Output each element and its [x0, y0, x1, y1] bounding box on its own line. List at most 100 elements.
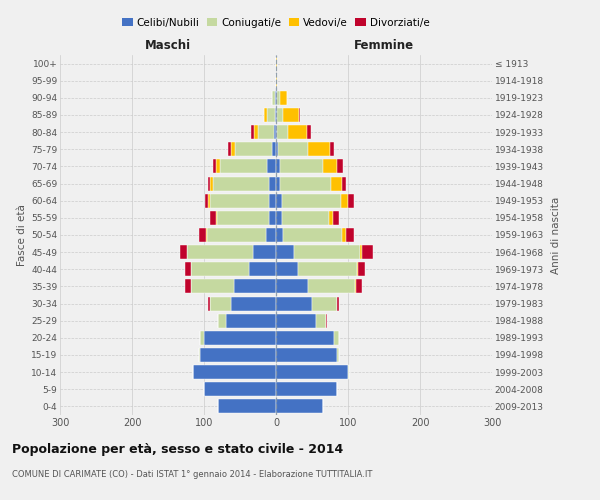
- Y-axis label: Fasce di età: Fasce di età: [17, 204, 27, 266]
- Bar: [251, 125, 254, 139]
- Bar: [278, 142, 308, 156]
- Bar: [276, 108, 277, 122]
- Bar: [299, 108, 301, 122]
- Bar: [341, 194, 348, 207]
- Bar: [331, 176, 342, 190]
- Bar: [266, 160, 276, 173]
- Bar: [216, 160, 220, 173]
- Bar: [234, 280, 276, 293]
- Bar: [342, 176, 346, 190]
- Bar: [220, 160, 266, 173]
- Bar: [276, 91, 277, 105]
- Bar: [356, 262, 358, 276]
- Bar: [276, 382, 337, 396]
- Bar: [312, 296, 337, 310]
- Text: Popolazione per età, sesso e stato civile - 2014: Popolazione per età, sesso e stato civil…: [12, 442, 343, 456]
- Bar: [254, 125, 258, 139]
- Bar: [276, 348, 337, 362]
- Bar: [316, 314, 326, 328]
- Bar: [275, 91, 276, 105]
- Bar: [268, 108, 275, 122]
- Bar: [358, 262, 365, 276]
- Bar: [276, 194, 282, 207]
- Bar: [276, 160, 280, 173]
- Y-axis label: Anni di nascita: Anni di nascita: [551, 196, 561, 274]
- Bar: [179, 245, 187, 259]
- Bar: [362, 245, 373, 259]
- Bar: [276, 228, 283, 242]
- Bar: [280, 160, 323, 173]
- Bar: [276, 314, 316, 328]
- Bar: [205, 194, 208, 207]
- Bar: [191, 280, 234, 293]
- Bar: [276, 262, 298, 276]
- Bar: [276, 125, 277, 139]
- Bar: [337, 348, 340, 362]
- Bar: [204, 382, 276, 396]
- Bar: [206, 228, 207, 242]
- Bar: [277, 91, 280, 105]
- Bar: [308, 142, 330, 156]
- Bar: [308, 280, 355, 293]
- Bar: [276, 142, 278, 156]
- Bar: [228, 142, 232, 156]
- Bar: [294, 245, 360, 259]
- Bar: [191, 262, 248, 276]
- Bar: [274, 125, 276, 139]
- Bar: [355, 280, 356, 293]
- Bar: [269, 176, 276, 190]
- Bar: [275, 108, 276, 122]
- Bar: [276, 280, 308, 293]
- Bar: [348, 194, 354, 207]
- Bar: [280, 91, 287, 105]
- Bar: [276, 331, 334, 345]
- Bar: [217, 211, 269, 225]
- Bar: [346, 228, 355, 242]
- Bar: [307, 125, 311, 139]
- Bar: [276, 56, 277, 70]
- Bar: [276, 365, 348, 379]
- Bar: [272, 142, 276, 156]
- Bar: [356, 280, 362, 293]
- Bar: [193, 365, 276, 379]
- Bar: [329, 211, 333, 225]
- Bar: [333, 211, 338, 225]
- Bar: [337, 296, 340, 310]
- Bar: [269, 194, 276, 207]
- Bar: [210, 194, 269, 207]
- Bar: [330, 142, 334, 156]
- Bar: [218, 314, 226, 328]
- Bar: [218, 400, 276, 413]
- Bar: [235, 142, 272, 156]
- Bar: [204, 331, 276, 345]
- Bar: [208, 194, 210, 207]
- Bar: [323, 160, 337, 173]
- Bar: [326, 314, 327, 328]
- Bar: [200, 348, 276, 362]
- Bar: [276, 400, 323, 413]
- Bar: [276, 74, 277, 88]
- Bar: [211, 176, 212, 190]
- Bar: [277, 125, 288, 139]
- Bar: [334, 331, 340, 345]
- Bar: [269, 211, 276, 225]
- Bar: [210, 296, 232, 310]
- Bar: [208, 176, 211, 190]
- Bar: [283, 228, 342, 242]
- Bar: [212, 176, 269, 190]
- Text: COMUNE DI CARIMATE (CO) - Dati ISTAT 1° gennaio 2014 - Elaborazione TUTTITALIA.I: COMUNE DI CARIMATE (CO) - Dati ISTAT 1° …: [12, 470, 373, 479]
- Text: Maschi: Maschi: [145, 38, 191, 52]
- Bar: [276, 296, 312, 310]
- Bar: [199, 228, 206, 242]
- Bar: [360, 245, 362, 259]
- Bar: [211, 211, 216, 225]
- Bar: [232, 142, 235, 156]
- Bar: [282, 211, 329, 225]
- Bar: [298, 262, 356, 276]
- Bar: [253, 245, 276, 259]
- Bar: [212, 160, 216, 173]
- Bar: [276, 176, 280, 190]
- Bar: [288, 125, 307, 139]
- Bar: [283, 108, 299, 122]
- Bar: [258, 125, 274, 139]
